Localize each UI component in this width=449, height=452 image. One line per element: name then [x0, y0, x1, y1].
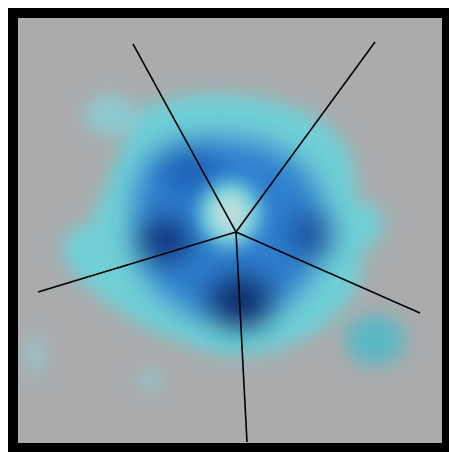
partition-lines — [37, 41, 421, 443]
partition-line — [235, 231, 248, 443]
partition-line — [235, 41, 376, 233]
density-blob — [25, 93, 405, 390]
partition-line — [37, 231, 237, 293]
center-hole — [200, 182, 260, 246]
partition-line — [132, 43, 237, 233]
partition-line — [235, 231, 421, 314]
